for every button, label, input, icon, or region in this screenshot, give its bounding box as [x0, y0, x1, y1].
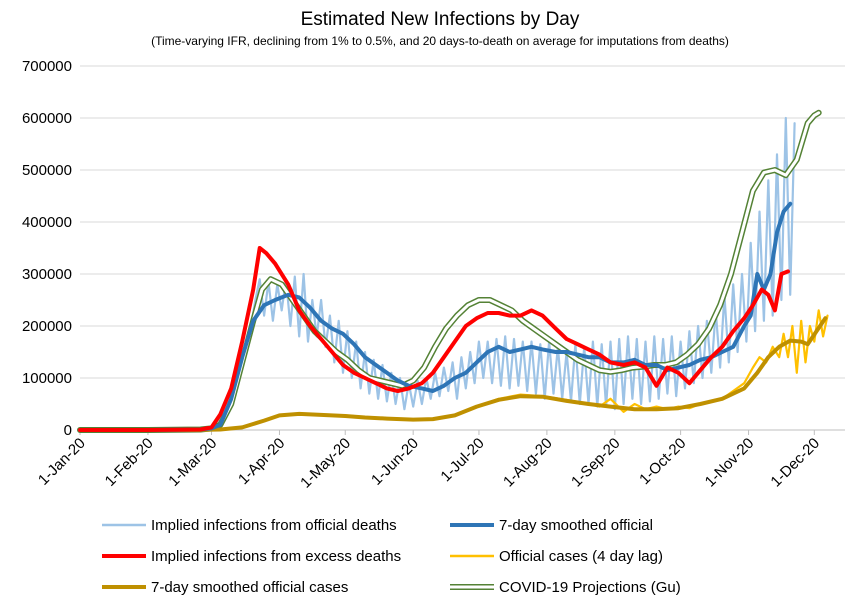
x-tick-label: 1-Aug-20 [500, 435, 556, 491]
legend-label: COVID-19 Projections (Gu) [499, 579, 681, 596]
series-line-1 [78, 116, 796, 432]
x-tick-label: 1-Jun-20 [368, 435, 422, 489]
x-tick-label: 1-Jul-20 [437, 435, 487, 485]
y-tick-label: 200000 [22, 318, 72, 335]
y-tick-label: 700000 [22, 58, 72, 75]
x-tick-label: 1-Mar-20 [165, 435, 220, 490]
y-tick-label: 600000 [22, 110, 72, 127]
x-tick-label: 1-Dec-20 [767, 435, 823, 491]
x-tick-label: 1-Apr-20 [235, 435, 288, 488]
chart-subtitle: (Time-varying IFR, declining from 1% to … [151, 34, 729, 48]
legend-label: 7-day smoothed official cases [151, 579, 348, 596]
y-tick-label: 100000 [22, 370, 72, 387]
legend-item: Implied infections from official deaths [102, 517, 397, 534]
x-tick-label: 1-Nov-20 [702, 435, 758, 491]
legend-item: Official cases (4 day lag) [450, 548, 663, 565]
series-line-6-inner [78, 111, 821, 432]
gridlines [80, 65, 845, 379]
chart-title: Estimated New Infections by Day [301, 9, 580, 30]
x-tick-label: 1-Jan-20 [35, 435, 89, 489]
series-line-5 [78, 316, 828, 432]
y-tick-label: 0 [64, 422, 72, 439]
legend-item: 7-day smoothed official cases [102, 579, 348, 596]
x-tick-label: 1-May-20 [297, 435, 354, 492]
legend-label: 7-day smoothed official [499, 517, 653, 534]
series-lines [77, 109, 829, 433]
y-tick-label: 400000 [22, 214, 72, 231]
x-tick-label: 1-Oct-20 [636, 435, 689, 488]
y-tick-label: 500000 [22, 162, 72, 179]
x-tick-label: 1-Feb-20 [102, 435, 157, 490]
legend-label: Official cases (4 day lag) [499, 548, 663, 565]
x-tick-label: 1-Sep-20 [568, 435, 624, 491]
legend: Implied infections from official deaths 7… [102, 517, 681, 596]
series-line-3 [78, 246, 790, 432]
legend-item: 7-day smoothed official [450, 517, 653, 534]
y-tick-label: 300000 [22, 266, 72, 283]
legend-item: COVID-19 Projections (Gu) [450, 579, 681, 596]
axes: 0 100000 200000 300000 400000 500000 600000 700… [22, 58, 845, 492]
legend-item: Implied infections from excess deaths [102, 548, 401, 565]
series-line-2 [78, 201, 793, 432]
legend-label: Implied infections from excess deaths [151, 548, 401, 565]
legend-label: Implied infections from official deaths [151, 517, 397, 534]
